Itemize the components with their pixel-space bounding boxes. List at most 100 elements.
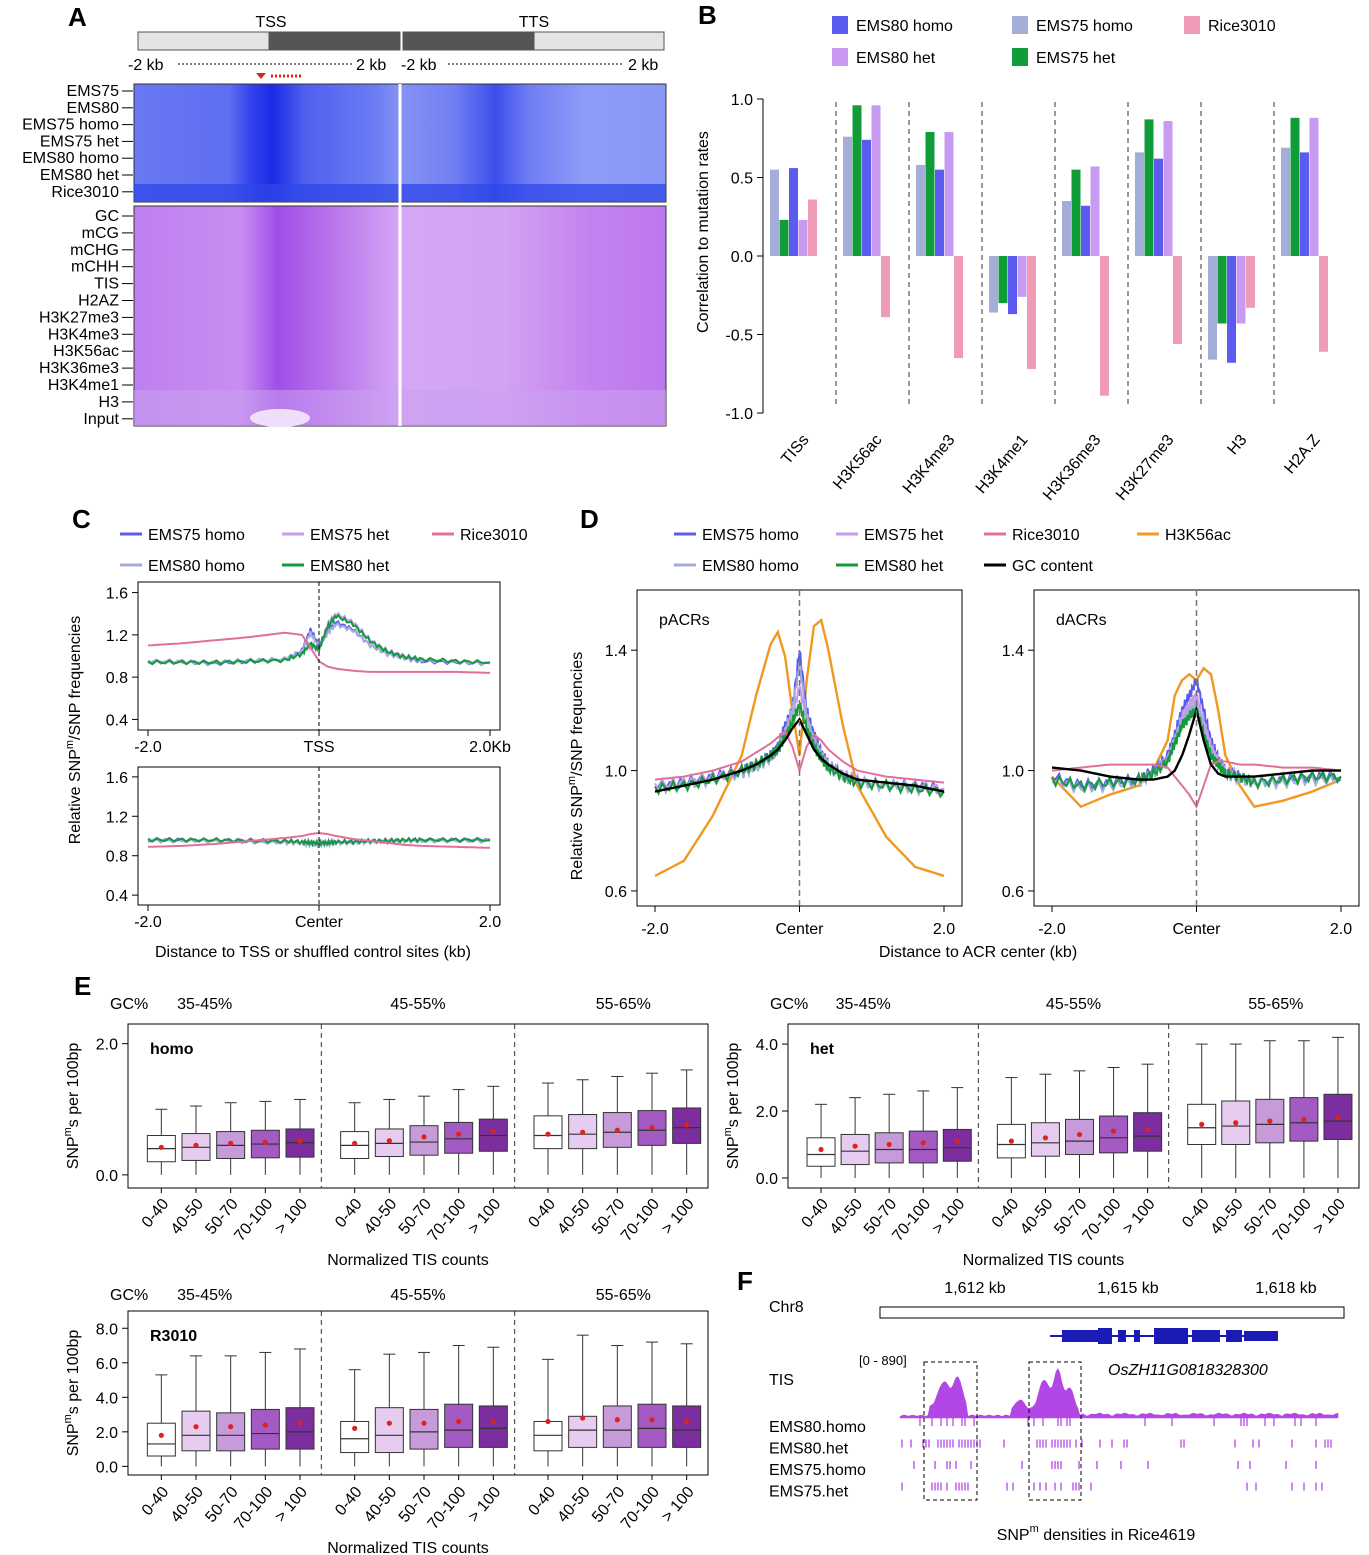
d-xtick-label: Center	[1172, 921, 1221, 938]
d-xtick-label: -2.0	[1038, 921, 1066, 938]
legend-d: EMS75 homo EMS75 het Rice3010 H3K56ac EMS80 …	[674, 527, 1231, 575]
e-ylabel-sup: m	[722, 1127, 734, 1136]
bar	[1246, 256, 1255, 308]
gc-group-label: 35-45%	[836, 996, 891, 1013]
legend-label: GC content	[1012, 558, 1093, 575]
c-ylabel-main: Relative SNP	[67, 749, 84, 844]
line-chart-d: pACRs 1.4 1.0 0.6 -2.0 Center 2.0 dACRs 1.4 1.0 0.…	[605, 589, 1360, 938]
legend-b: EMS80 homo EMS75 homo Rice3010 EMS80 het EMS…	[832, 16, 1276, 67]
plot-frame	[127, 1023, 709, 1189]
legend-label: EMS80 het	[864, 558, 944, 575]
mean-dot	[386, 1420, 392, 1426]
heatmap-row-label: GC	[95, 208, 119, 225]
f-tracks: EMS80.homo EMS80.het EMS75.homo EMS75.het	[769, 1367, 1339, 1501]
bar	[770, 169, 779, 256]
bar	[808, 199, 817, 256]
e-category-label: 40-50	[1017, 1196, 1056, 1238]
bar	[1173, 256, 1182, 344]
tis-track-label: TIS	[769, 1372, 794, 1389]
heatmap-row-label: TIS	[94, 276, 119, 293]
heatmap-row-label: EMS75 homo	[22, 117, 119, 134]
d-ylabel-sup: m	[566, 776, 578, 785]
e-category-label: 0-40	[139, 1484, 173, 1520]
d-ytick-label: 1.0	[1002, 764, 1024, 781]
f-caption: SNPm densities in Rice4619	[997, 1523, 1196, 1544]
b-category-label: H3K27me3	[1113, 432, 1178, 504]
bar	[1027, 256, 1036, 370]
bar	[843, 136, 852, 256]
d-xlabel: Distance to ACR center (kb)	[879, 944, 1077, 961]
snp-track	[919, 1418, 1317, 1426]
b-category-label: H2A.Z	[1281, 431, 1323, 477]
box-plot-title: R3010	[150, 1328, 197, 1345]
e-ytick-label: 2.0	[96, 1037, 118, 1054]
left-plus-2kb: 2 kb	[356, 57, 386, 74]
heatmap-row-label: H2AZ	[78, 293, 119, 310]
panel-label-a: A	[68, 2, 87, 32]
gc-group-label: 45-55%	[390, 1287, 445, 1304]
legend-label: H3K56ac	[1165, 527, 1231, 544]
mean-dot	[352, 1425, 358, 1431]
gene-model-downstream	[533, 31, 665, 51]
box	[874, 1132, 904, 1164]
b-ytick-label: 0.5	[731, 171, 753, 188]
bar	[1154, 158, 1163, 256]
e-ylabel: SNPms per 100bp	[722, 1043, 742, 1170]
plot-frame	[137, 766, 501, 906]
snp-track	[913, 1461, 1317, 1469]
series-line-rice3010	[147, 831, 491, 849]
d-subplot-title: dACRs	[1056, 612, 1107, 629]
mean-dot	[1042, 1135, 1049, 1141]
e-category-label: > 100	[465, 1484, 504, 1526]
box	[216, 1412, 246, 1452]
bar	[1300, 152, 1309, 256]
box	[340, 1420, 370, 1454]
bar-chart-b: 1.0 0.5 0.0 -0.5 -1.0 TISs H3K56ac H3K4me3 H3K4m…	[725, 92, 1328, 504]
box	[533, 1420, 563, 1452]
panel-b: EMS80 homo EMS75 homo Rice3010 EMS80 het EMS…	[695, 16, 1328, 504]
b-ytick-label: -1.0	[725, 406, 753, 423]
heatmap-row-label: EMS80 homo	[22, 150, 119, 167]
legend-label: EMS75 het	[864, 527, 944, 544]
plot-frame	[127, 1310, 709, 1476]
mean-dot	[490, 1418, 496, 1425]
bar	[1081, 205, 1090, 256]
e-category-label: 40-50	[554, 1484, 593, 1526]
gene-exon	[1098, 1328, 1112, 1344]
c-xtick-label: -2.0	[134, 914, 162, 931]
legend-label: EMS75 homo	[148, 527, 245, 544]
e-category-label: 70-100	[425, 1196, 470, 1245]
legend-swatch	[1012, 16, 1028, 34]
mean-dot	[262, 1422, 268, 1428]
e-ytick-label: 6.0	[96, 1356, 118, 1373]
bar	[1135, 152, 1144, 256]
c-xlabel: Distance to TSS or shuffled control site…	[155, 944, 471, 961]
mean-dot	[684, 1122, 690, 1128]
gene-exon	[1118, 1330, 1126, 1342]
snp-track-label: EMS75.het	[769, 1484, 849, 1501]
mean-dot	[545, 1131, 551, 1137]
tss-marker	[256, 73, 266, 79]
mean-dot	[228, 1424, 234, 1430]
e-category-label: 0-40	[332, 1484, 366, 1520]
e-category-label: > 100	[659, 1484, 698, 1526]
e-ytick-label: 0.0	[756, 1171, 778, 1188]
box	[146, 1422, 176, 1457]
mean-dot	[297, 1138, 303, 1144]
legend-label: Rice3010	[1012, 527, 1080, 544]
panel-d: EMS75 homo EMS75 het Rice3010 H3K56ac EMS80 …	[566, 527, 1360, 961]
d-ytick-label: 1.0	[605, 764, 627, 781]
box	[942, 1128, 972, 1162]
legend-label: EMS75 het	[310, 527, 390, 544]
box	[908, 1130, 938, 1164]
c-xtick-label: -2.0	[134, 739, 162, 756]
left-minus-2kb: -2 kb	[128, 57, 164, 74]
e-ylabel: SNPms per 100bp	[62, 1043, 82, 1170]
panel-label-d: D	[580, 504, 599, 534]
e-ylabel-rest: s per 100bp	[725, 1043, 742, 1128]
mean-dot	[1110, 1128, 1117, 1134]
box	[672, 1405, 702, 1448]
e-category-label: > 100	[272, 1196, 311, 1238]
heatmap-row-label: H3K56ac	[53, 343, 119, 360]
bar	[925, 131, 935, 256]
